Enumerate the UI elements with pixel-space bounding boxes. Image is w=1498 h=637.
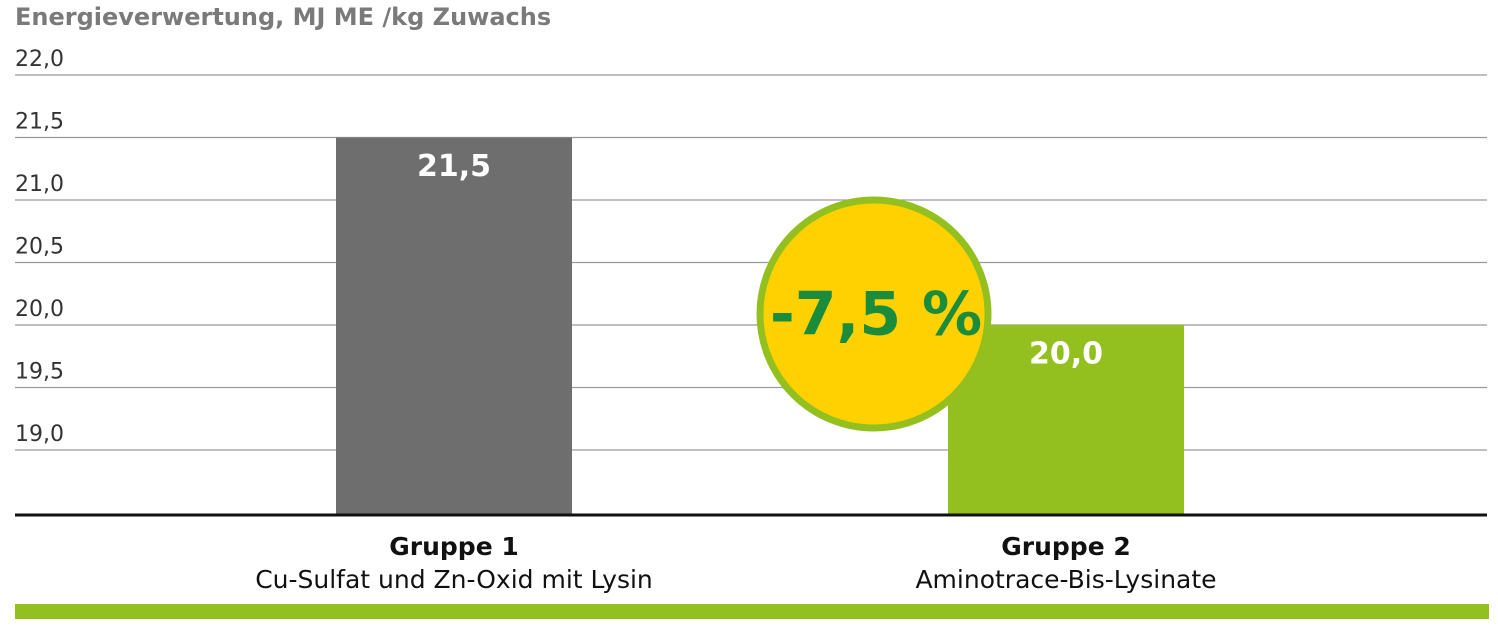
- chart-title: Energieverwertung, MJ ME /kg Zuwachs: [15, 3, 551, 31]
- bar: [336, 137, 572, 515]
- footer-band: [15, 604, 1489, 619]
- x-tick-label: Gruppe 2: [1001, 532, 1131, 561]
- annotation-badge: [756, 196, 992, 432]
- category-description: Aminotrace-Bis-Lysinate: [915, 565, 1216, 594]
- value-label: 20,0: [1029, 337, 1103, 372]
- bar: [948, 325, 1184, 515]
- y-tick-label: 21,0: [15, 172, 64, 197]
- y-tick-label: 22,0: [15, 47, 64, 72]
- annotation: -7,5 %: [770, 280, 982, 350]
- y-tick-label: 20,0: [15, 297, 64, 322]
- y-tick-label: 21,5: [15, 110, 64, 135]
- value-label: 21,5: [417, 149, 491, 184]
- y-tick-label: 19,0: [15, 422, 64, 447]
- y-tick-label: 19,5: [15, 360, 64, 385]
- y-tick-label: 20,5: [15, 235, 64, 260]
- x-tick-label: Gruppe 1: [389, 532, 519, 561]
- category-description: Cu-Sulfat und Zn-Oxid mit Lysin: [255, 565, 653, 594]
